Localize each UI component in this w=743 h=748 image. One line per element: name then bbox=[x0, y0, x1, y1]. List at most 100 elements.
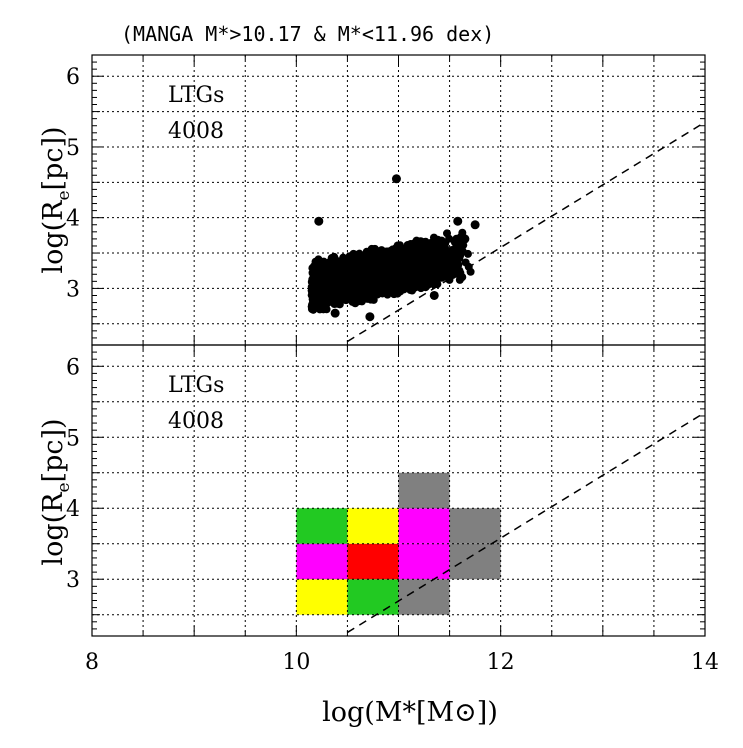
scatter-point bbox=[406, 259, 415, 268]
heatmap-cell bbox=[296, 543, 348, 580]
scatter-point bbox=[362, 276, 371, 285]
scatter-point bbox=[335, 282, 344, 291]
scatter-point bbox=[463, 249, 472, 258]
scatter-point bbox=[367, 244, 376, 253]
scatter-point bbox=[326, 274, 335, 283]
x-tick-label: 14 bbox=[691, 650, 719, 675]
scatter-point bbox=[419, 250, 428, 259]
panel-scatter: 3 4 5 6 LTGs 4008 bbox=[66, 54, 706, 346]
x-tick-label: 12 bbox=[487, 650, 515, 675]
scatter-point bbox=[319, 279, 328, 288]
scatter-point bbox=[392, 258, 401, 267]
scatter-point bbox=[333, 297, 342, 306]
scatter-point bbox=[470, 220, 480, 230]
scatter-point bbox=[343, 280, 352, 289]
scatter-point bbox=[330, 308, 340, 318]
scatter-point bbox=[391, 174, 401, 184]
scatter-point bbox=[436, 249, 445, 258]
scatter-point bbox=[433, 280, 442, 289]
scatter-point bbox=[384, 256, 393, 265]
scatter-point bbox=[396, 250, 405, 259]
y-tick-label: 3 bbox=[66, 277, 80, 302]
heatmap-cell bbox=[347, 543, 399, 580]
scatter-point bbox=[317, 262, 326, 271]
heatmap-cell bbox=[398, 543, 450, 580]
annotation-sample: LTGs bbox=[168, 83, 224, 108]
scatter-point bbox=[429, 290, 439, 300]
scatter-point bbox=[412, 236, 421, 245]
scatter-point bbox=[342, 260, 351, 269]
scatter-point bbox=[439, 264, 448, 273]
scatter-point bbox=[368, 289, 377, 298]
scatter-point bbox=[327, 281, 336, 290]
scatter-point bbox=[325, 258, 334, 267]
x-tick-label: 8 bbox=[85, 650, 99, 675]
scatter-point bbox=[400, 258, 409, 267]
scatter-point bbox=[323, 291, 332, 300]
scatter-point bbox=[348, 297, 357, 306]
scatter-point bbox=[370, 280, 379, 289]
heatmap-cell bbox=[449, 508, 501, 544]
scatter-point bbox=[369, 295, 378, 304]
scatter-point bbox=[408, 276, 417, 285]
scatter-point bbox=[455, 275, 464, 284]
scatter-point bbox=[454, 244, 463, 253]
heatmap-cell bbox=[398, 508, 450, 544]
x-axis-label: log(M*[M⊙]) bbox=[322, 697, 498, 728]
scatter-point bbox=[337, 270, 346, 279]
scatter-point bbox=[441, 258, 450, 267]
scatter-point bbox=[391, 265, 400, 274]
y-axis-label-top: log(Re[pc]) bbox=[38, 126, 74, 273]
reference-line bbox=[347, 121, 706, 343]
y-tick-label: 6 bbox=[66, 65, 80, 90]
scatter-point bbox=[356, 275, 365, 284]
scatter-point bbox=[349, 249, 358, 258]
scatter-point bbox=[333, 263, 342, 272]
scatter-point bbox=[443, 229, 452, 238]
scatter-point bbox=[419, 263, 428, 272]
annotation-count: 4008 bbox=[168, 119, 224, 144]
heatmap-cell bbox=[449, 543, 501, 580]
scatter-point bbox=[456, 251, 465, 260]
x-tick-label: 10 bbox=[282, 650, 310, 675]
annotation-sample: LTGs bbox=[168, 373, 224, 398]
scatter-point bbox=[339, 294, 348, 303]
annotation-count: 4008 bbox=[168, 409, 224, 434]
chart-title: (MANGA M*>10.17 & M*<11.96 dex) bbox=[121, 22, 494, 46]
scatter-point bbox=[421, 237, 430, 246]
scatter-point bbox=[466, 267, 475, 276]
scatter-point bbox=[313, 302, 322, 311]
scatter-point bbox=[374, 268, 383, 277]
y-tick-label: 3 bbox=[66, 568, 80, 593]
heatmap-cell bbox=[398, 472, 450, 509]
scatter-point bbox=[360, 261, 369, 270]
scatter-point bbox=[365, 312, 375, 322]
scatter-point bbox=[377, 274, 386, 283]
scatter-point bbox=[384, 269, 393, 278]
panel-heatmap: 3 4 5 6 8 10 12 14 LTGs 4008 bbox=[66, 344, 719, 675]
scatter-point bbox=[410, 252, 419, 261]
scatter-point bbox=[460, 234, 470, 244]
scatter-point bbox=[360, 289, 369, 298]
y-axis-label-bottom: log(Re[pc]) bbox=[38, 418, 74, 565]
heatmap-cell bbox=[347, 579, 399, 615]
y-tick-label: 4 bbox=[66, 497, 80, 522]
scatter-point bbox=[320, 299, 329, 308]
scatter-point bbox=[453, 216, 463, 226]
y-tick-label: 4 bbox=[66, 207, 80, 232]
heatmap-cell bbox=[347, 508, 399, 544]
scatter-point bbox=[420, 276, 429, 285]
scatter-point bbox=[366, 253, 375, 262]
scatter-point bbox=[393, 243, 402, 252]
heatmap-cell bbox=[296, 508, 348, 544]
scatter-point bbox=[313, 279, 322, 288]
y-tick-label: 6 bbox=[66, 355, 80, 380]
scatter-point bbox=[428, 241, 437, 250]
scatter-point bbox=[433, 269, 442, 278]
scatter-point bbox=[373, 261, 382, 270]
scatter-point bbox=[398, 278, 407, 287]
scatter-point bbox=[389, 285, 398, 294]
heatmap-cell bbox=[296, 579, 348, 615]
y-tick-label: 5 bbox=[66, 426, 80, 451]
